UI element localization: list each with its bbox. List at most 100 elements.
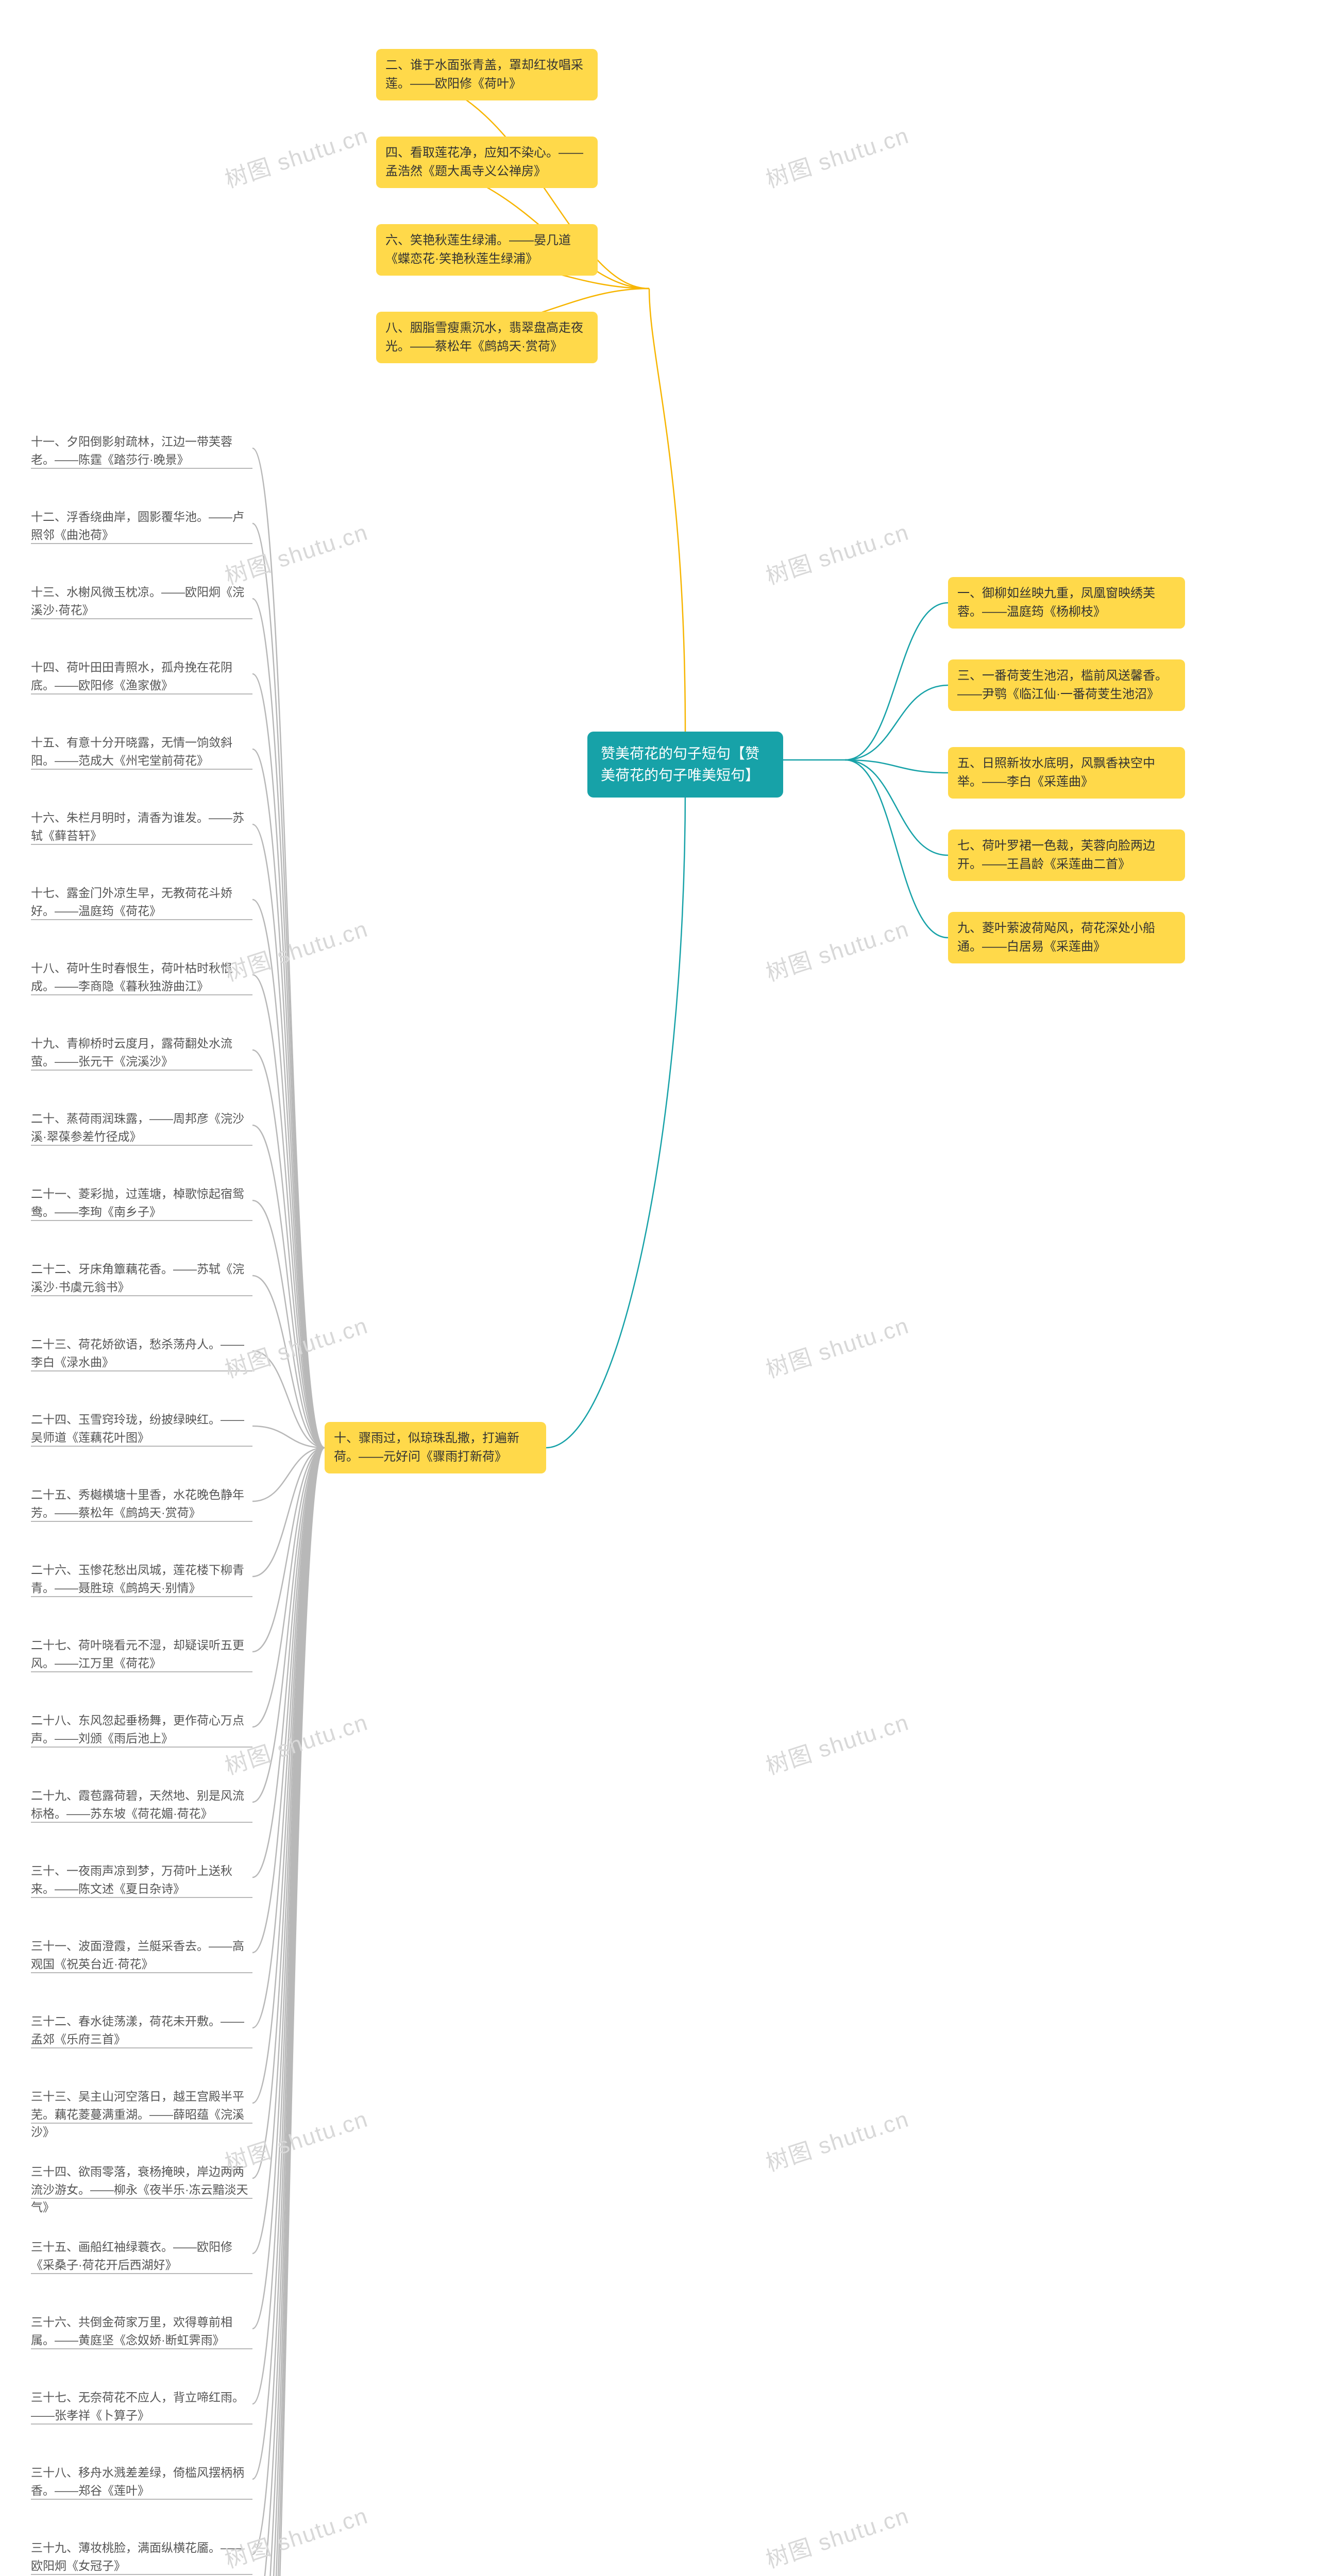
grey-leaf-26: 三十七、无奈荷花不应人，背立啼红雨。——张孝祥《卜算子》: [31, 2383, 252, 2429]
right-node-text: 七、荷叶罗裙一色裁，芙蓉向脸两边开。——王昌龄《采莲曲二首》: [957, 839, 1155, 871]
grey-leaf-text: 二十四、玉雪窍玲珑，纷披绿映红。——吴师道《莲藕花叶图》: [31, 1413, 244, 1444]
right-node-text: 五、日照新妆水底明，风飘香袂空中举。——李白《采莲曲》: [957, 756, 1155, 789]
grey-leaf-19: 三十、一夜雨声凉到梦，万荷叶上送秋来。——陈文述《夏日杂诗》: [31, 1857, 252, 1903]
left-branch-label: 十、骤雨过，似琼珠乱撒，打遍新荷。——元好问《骤雨打新荷》: [325, 1422, 546, 1473]
top-node-0: 二、谁于水面张青盖，罩却红妆唱采莲。——欧阳修《荷叶》: [376, 49, 598, 100]
watermark: 树图 shutu.cn: [761, 117, 912, 194]
grey-leaf-text: 三十三、吴主山河空落日，越王宫殿半平芜。藕花菱蔓满重湖。——薛昭蕴《浣溪沙》: [31, 2090, 244, 2139]
top-node-text: 八、胭脂雪瘦熏沉水，翡翠盘高走夜光。——蔡松年《鹧鸪天·赏荷》: [385, 321, 583, 353]
grey-leaf-4: 十五、有意十分开晓露，无情一饷敛斜阳。——范成大《州宅堂前荷花》: [31, 728, 252, 774]
grey-leaf-underline: [31, 769, 252, 770]
grey-leaf-text: 二十八、东风忽起垂杨舞，更作荷心万点声。——刘颁《雨后池上》: [31, 1714, 244, 1745]
grey-leaf-text: 三十一、波面澄霞，兰艇采香去。——高观国《祝英台近·荷花》: [31, 1939, 244, 1971]
grey-leaf-text: 十七、露金门外凉生早，无教荷花斗娇好。——温庭筠《荷花》: [31, 886, 232, 918]
grey-leaf-text: 二十九、霞苞露荷碧，天然地、别是风流标格。——苏东坡《荷花媚·荷花》: [31, 1789, 244, 1820]
left-branch-label-text: 十、骤雨过，似琼珠乱撒，打遍新荷。——元好问《骤雨打新荷》: [334, 1431, 519, 1464]
grey-leaf-underline: [31, 2499, 252, 2500]
right-node-2: 五、日照新妆水底明，风飘香袂空中举。——李白《采莲曲》: [948, 747, 1185, 799]
grey-leaf-text: 三十九、薄妆桃脸，满面纵横花靥。——欧阳炯《女冠子》: [31, 2541, 244, 2572]
grey-leaf-underline: [31, 844, 252, 845]
watermark: 树图 shutu.cn: [761, 910, 912, 988]
mindmap-canvas: 赞美荷花的句子短句【赞美荷花的句子唯美短句】 二、谁于水面张青盖，罩却红妆唱采莲…: [0, 0, 1319, 2576]
grey-leaf-text: 三十二、春水徒荡漾，荷花未开敷。——孟郊《乐府三首》: [31, 2014, 244, 2046]
grey-leaf-underline: [31, 1295, 252, 1296]
grey-leaf-3: 十四、荷叶田田青照水，孤舟挽在花阴底。——欧阳修《渔家傲》: [31, 653, 252, 699]
grey-leaf-text: 二十一、菱彩抛，过莲塘，棹歌惊起宿鸳鸯。——李珣《南乡子》: [31, 1187, 244, 1218]
grey-leaf-underline: [31, 1220, 252, 1221]
watermark: 树图 shutu.cn: [761, 1307, 912, 1384]
grey-leaf-text: 三十六、共倒金荷家万里，欢得尊前相属。——黄庭坚《念奴娇·断虹霁雨》: [31, 2315, 232, 2347]
grey-leaf-5: 十六、朱栏月明时，清香为谁发。——苏轼《藓苔轩》: [31, 804, 252, 850]
grey-leaf-9: 二十、蒸荷雨润珠露，——周邦彦《浣沙溪·翠葆参差竹径成》: [31, 1105, 252, 1150]
grey-leaf-underline: [31, 1747, 252, 1748]
grey-leaf-10: 二十一、菱彩抛，过莲塘，棹歌惊起宿鸳鸯。——李珣《南乡子》: [31, 1180, 252, 1226]
grey-leaf-28: 三十九、薄妆桃脸，满面纵横花靥。——欧阳炯《女冠子》: [31, 2534, 252, 2576]
grey-leaf-16: 二十七、荷叶晓看元不湿，却疑误听五更风。——江万里《荷花》: [31, 1631, 252, 1677]
grey-leaf-underline: [31, 1596, 252, 1597]
grey-leaf-text: 三十、一夜雨声凉到梦，万荷叶上送秋来。——陈文述《夏日杂诗》: [31, 1864, 232, 1895]
grey-leaf-13: 二十四、玉雪窍玲珑，纷披绿映红。——吴师道《莲藕花叶图》: [31, 1405, 252, 1451]
right-node-3: 七、荷叶罗裙一色裁，芙蓉向脸两边开。——王昌龄《采莲曲二首》: [948, 829, 1185, 881]
grey-leaf-text: 二十二、牙床角簟藕花香。——苏轼《浣溪沙·书虞元翁书》: [31, 1262, 244, 1294]
watermark: 树图 shutu.cn: [761, 2100, 912, 2178]
grey-leaf-18: 二十九、霞苞露荷碧，天然地、别是风流标格。——苏东坡《荷花媚·荷花》: [31, 1782, 252, 1827]
right-node-text: 三、一番荷芰生池沼，槛前风送馨香。——尹鹗《临江仙·一番荷芰生池沼》: [957, 669, 1168, 701]
grey-leaf-underline: [31, 1822, 252, 1823]
grey-leaf-text: 十一、夕阳倒影射疏林，江边一带芙蓉老。——陈霆《踏莎行·晚景》: [31, 435, 232, 466]
watermark: 树图 shutu.cn: [761, 2497, 912, 2574]
grey-leaf-11: 二十二、牙床角簟藕花香。——苏轼《浣溪沙·书虞元翁书》: [31, 1255, 252, 1301]
top-node-text: 四、看取莲花净，应知不染心。——孟浩然《题大禹寺义公禅房》: [385, 146, 583, 178]
grey-leaf-0: 十一、夕阳倒影射疏林，江边一带芙蓉老。——陈霆《踏莎行·晚景》: [31, 428, 252, 473]
grey-leaf-text: 十六、朱栏月明时，清香为谁发。——苏轼《藓苔轩》: [31, 811, 244, 842]
grey-leaf-27: 三十八、移舟水溅差差绿，倚槛风摆柄柄香。——郑谷《莲叶》: [31, 2459, 252, 2504]
grey-leaf-15: 二十六、玉惨花愁出凤城，莲花楼下柳青青。——聂胜琼《鹧鸪天·别情》: [31, 1556, 252, 1602]
grey-leaf-underline: [31, 1070, 252, 1071]
grey-leaf-underline: [31, 994, 252, 995]
grey-leaf-17: 二十八、东风忽起垂杨舞，更作荷心万点声。——刘颁《雨后池上》: [31, 1706, 252, 1752]
right-node-4: 九、菱叶萦波荷飐风，荷花深处小船通。——白居易《采莲曲》: [948, 912, 1185, 963]
grey-leaf-text: 十四、荷叶田田青照水，孤舟挽在花阴底。——欧阳修《渔家傲》: [31, 660, 232, 692]
grey-leaf-8: 十九、青柳桥时云度月，露荷翻处水流萤。——张元干《浣溪沙》: [31, 1029, 252, 1075]
grey-leaf-underline: [31, 1671, 252, 1672]
grey-leaf-text: 十五、有意十分开晓露，无情一饷敛斜阳。——范成大《州宅堂前荷花》: [31, 736, 232, 767]
grey-leaf-23: 三十四、欲雨零落，衰杨掩映，岸边两两流沙游女。——柳永《夜半乐·冻云黯淡天气》: [31, 2158, 252, 2222]
grey-leaf-text: 十八、荷叶生时春恨生，荷叶枯时秋恨成。——李商隐《暮秋独游曲江》: [31, 961, 232, 993]
grey-leaf-underline: [31, 543, 252, 544]
grey-leaf-text: 二十七、荷叶晓看元不湿，却疑误听五更风。——江万里《荷花》: [31, 1638, 244, 1670]
grey-leaf-underline: [31, 2123, 252, 2124]
grey-leaf-6: 十七、露金门外凉生早，无教荷花斗娇好。——温庭筠《荷花》: [31, 879, 252, 925]
center-node: 赞美荷花的句子短句【赞美荷花的句子唯美短句】: [587, 732, 783, 798]
grey-leaf-text: 二十、蒸荷雨润珠露，——周邦彦《浣沙溪·翠葆参差竹径成》: [31, 1112, 244, 1143]
top-node-text: 六、笑艳秋莲生绿浦。——晏几道《蝶恋花·笑艳秋莲生绿浦》: [385, 233, 571, 266]
top-node-3: 八、胭脂雪瘦熏沉水，翡翠盘高走夜光。——蔡松年《鹧鸪天·赏荷》: [376, 312, 598, 363]
grey-leaf-text: 三十五、画船红袖绿蓑衣。——欧阳修《采桑子·荷花开后西湖好》: [31, 2240, 232, 2272]
grey-leaf-1: 十二、浮香绕曲岸，圆影覆华池。——卢照邻《曲池荷》: [31, 503, 252, 549]
watermark: 树图 shutu.cn: [761, 1704, 912, 1781]
watermark: 树图 shutu.cn: [220, 117, 371, 194]
right-node-0: 一、御柳如丝映九重，凤凰窗映绣芙蓉。——温庭筠《杨柳枝》: [948, 577, 1185, 629]
grey-leaf-underline: [31, 919, 252, 920]
top-node-2: 六、笑艳秋莲生绿浦。——晏几道《蝶恋花·笑艳秋莲生绿浦》: [376, 224, 598, 276]
grey-leaf-12: 二十三、荷花娇欲语，愁杀荡舟人。——李白《渌水曲》: [31, 1330, 252, 1376]
grey-leaf-7: 十八、荷叶生时春恨生，荷叶枯时秋恨成。——李商隐《暮秋独游曲江》: [31, 954, 252, 1000]
grey-leaf-underline: [31, 1897, 252, 1898]
grey-leaf-underline: [31, 1145, 252, 1146]
grey-leaf-text: 三十八、移舟水溅差差绿，倚槛风摆柄柄香。——郑谷《莲叶》: [31, 2466, 244, 2497]
grey-leaf-24: 三十五、画船红袖绿蓑衣。——欧阳修《采桑子·荷花开后西湖好》: [31, 2233, 252, 2279]
grey-leaf-14: 二十五、秀樾横塘十里香，水花晚色静年芳。——蔡松年《鹧鸪天·赏荷》: [31, 1481, 252, 1527]
grey-leaf-text: 二十六、玉惨花愁出凤城，莲花楼下柳青青。——聂胜琼《鹧鸪天·别情》: [31, 1563, 244, 1595]
grey-leaf-underline: [31, 618, 252, 619]
top-node-text: 二、谁于水面张青盖，罩却红妆唱采莲。——欧阳修《荷叶》: [385, 58, 583, 91]
grey-leaf-text: 三十四、欲雨零落，衰杨掩映，岸边两两流沙游女。——柳永《夜半乐·冻云黯淡天气》: [31, 2165, 248, 2214]
right-node-1: 三、一番荷芰生池沼，槛前风送馨香。——尹鹗《临江仙·一番荷芰生池沼》: [948, 659, 1185, 711]
grey-leaf-20: 三十一、波面澄霞，兰艇采香去。——高观国《祝英台近·荷花》: [31, 1932, 252, 1978]
grey-leaf-underline: [31, 2273, 252, 2274]
top-node-1: 四、看取莲花净，应知不染心。——孟浩然《题大禹寺义公禅房》: [376, 137, 598, 188]
grey-leaf-text: 三十七、无奈荷花不应人，背立啼红雨。——张孝祥《卜算子》: [31, 2391, 244, 2422]
right-node-text: 九、菱叶萦波荷飐风，荷花深处小船通。——白居易《采莲曲》: [957, 921, 1155, 954]
grey-leaf-2: 十三、水榭风微玉枕凉。——欧阳炯《浣溪沙·荷花》: [31, 578, 252, 624]
grey-leaf-underline: [31, 1972, 252, 1973]
grey-leaf-underline: [31, 468, 252, 469]
grey-leaf-underline: [31, 1370, 252, 1371]
grey-leaf-22: 三十三、吴主山河空落日，越王宫殿半平芜。藕花菱蔓满重湖。——薛昭蕴《浣溪沙》: [31, 2082, 252, 2146]
